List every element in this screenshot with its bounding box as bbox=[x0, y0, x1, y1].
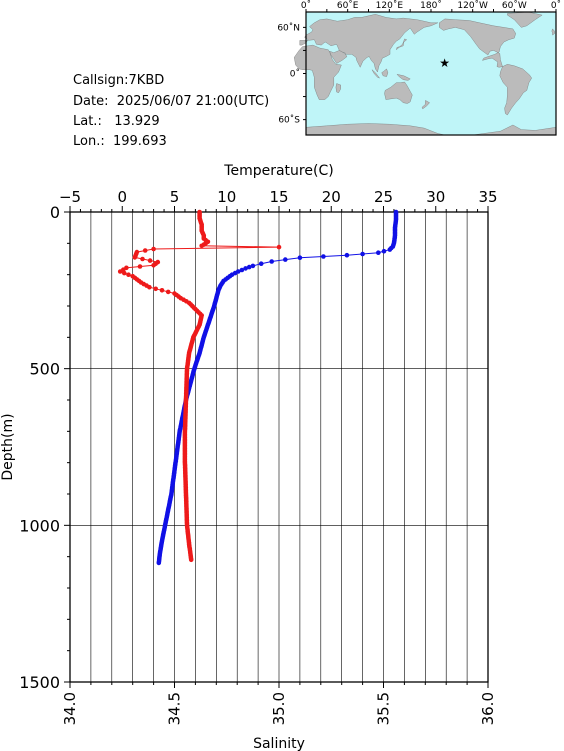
continent-north-america bbox=[439, 18, 516, 68]
temperature-point bbox=[344, 252, 350, 258]
salinity-tick-label: 35.5 bbox=[375, 692, 393, 725]
continent-japan bbox=[395, 38, 408, 51]
map-lat-label: 60˚S bbox=[278, 115, 300, 126]
salinity-point bbox=[132, 255, 138, 260]
temperature-tick-label: 35 bbox=[478, 188, 497, 206]
continent-borneo bbox=[381, 68, 389, 77]
temperature-tick-label: 25 bbox=[374, 188, 393, 206]
salinity-tick-label: 34.0 bbox=[61, 692, 79, 725]
temperature-point bbox=[297, 255, 303, 260]
continent-new-guinea bbox=[396, 73, 411, 81]
plot-area: −5 0 5 10 15 20 25 30 35 34.0 34.5 35.0 35.5 36.0 05… bbox=[0, 163, 498, 751]
salinity-point bbox=[165, 289, 171, 295]
map-lon-label: 120˚W bbox=[457, 0, 488, 11]
salinity-point bbox=[276, 244, 282, 250]
salinity-point bbox=[137, 264, 143, 269]
salinity-tick-label: 35.0 bbox=[270, 692, 288, 725]
continent-greenland bbox=[507, 11, 543, 28]
salinity-point bbox=[117, 269, 123, 274]
map-lon-labels: 0˚ 60˚E 120˚E 180˚ 120˚W 60˚W 0˚ bbox=[301, 0, 561, 11]
continent-arabia bbox=[329, 50, 348, 64]
map-lat-label: 60˚N bbox=[277, 22, 300, 33]
temperature-points bbox=[156, 209, 399, 566]
date-text: Date: 2025/06/07 21:00(UTC) bbox=[73, 94, 270, 109]
callsign-text: Callsign:7KBD bbox=[73, 73, 165, 88]
temperature-point bbox=[376, 250, 381, 255]
temperature-point bbox=[250, 263, 256, 269]
temperature-tick-label: −5 bbox=[59, 188, 81, 206]
depth-axis-label: Depth(m) bbox=[0, 413, 16, 480]
temperature-tick-label: 15 bbox=[269, 188, 288, 206]
depth-tick-label: 500 bbox=[29, 360, 60, 379]
temperature-tick-labels: −5 0 5 10 15 20 25 30 35 bbox=[59, 188, 498, 206]
grid-lines bbox=[70, 212, 488, 682]
temperature-point bbox=[243, 266, 248, 271]
salinity-point bbox=[188, 557, 194, 563]
salinity-point bbox=[142, 248, 148, 253]
salinity-series bbox=[117, 209, 282, 563]
temperature-tick-label: 20 bbox=[322, 188, 341, 206]
salinity-point bbox=[147, 258, 153, 263]
map-lon-label: 180˚ bbox=[420, 0, 442, 11]
temperature-tick-label: 0 bbox=[117, 188, 127, 206]
salinity-point bbox=[153, 286, 158, 292]
salinity-point bbox=[199, 243, 204, 249]
map-lat-labels: 60˚N 0˚ 60˚S bbox=[277, 22, 300, 125]
latitude-text: Lat.: 13.929 bbox=[73, 114, 160, 129]
depth-tick-labels: 0 500 1000 1500 bbox=[19, 203, 60, 692]
map-lon-label: 0˚ bbox=[551, 0, 561, 11]
salinity-point bbox=[122, 270, 127, 276]
salinity-point bbox=[140, 256, 145, 262]
continent-eurasia bbox=[299, 14, 438, 73]
salinity-point bbox=[126, 272, 131, 278]
salinity-point bbox=[147, 284, 152, 290]
salinity-point bbox=[159, 288, 165, 293]
map-ticks bbox=[303, 9, 557, 121]
map-lat-label: 0˚ bbox=[290, 69, 300, 80]
temperature-point bbox=[381, 248, 387, 254]
salinity-point bbox=[151, 246, 156, 252]
temperature-point bbox=[156, 560, 162, 566]
temperature-tick-label: 5 bbox=[170, 188, 180, 206]
continent-australia bbox=[384, 81, 413, 104]
depth-tick-label: 1000 bbox=[19, 516, 60, 535]
temperature-series bbox=[156, 209, 399, 566]
depth-tick-label: 0 bbox=[50, 203, 60, 222]
continent-madagascar bbox=[335, 83, 341, 93]
data-series bbox=[117, 209, 399, 566]
salinity-point bbox=[151, 263, 156, 268]
continent-new-zealand bbox=[421, 100, 430, 110]
map-lon-label: 60˚W bbox=[502, 0, 527, 11]
map-lon-label: 120˚E bbox=[376, 0, 404, 11]
continent-uk bbox=[551, 28, 555, 36]
salinity-tick-label: 34.5 bbox=[166, 692, 184, 725]
temperature-point bbox=[321, 254, 326, 259]
salinity-points bbox=[117, 209, 282, 563]
continent-south-america bbox=[499, 64, 532, 116]
temperature-tick-label: 10 bbox=[217, 188, 236, 206]
temperature-axis-label: Temperature(C) bbox=[223, 163, 333, 179]
world-map: 0˚ 60˚E 120˚E 180˚ 120˚W 60˚W 0˚ 60˚N0˚60˚S ★ bbox=[277, 0, 561, 136]
depth-tick-label: 1500 bbox=[19, 673, 60, 692]
station-star-icon: ★ bbox=[439, 56, 450, 70]
continent-sumatra bbox=[371, 69, 381, 79]
temperature-point bbox=[387, 247, 393, 252]
salinity-tick-labels: 34.0 34.5 35.0 35.5 36.0 bbox=[61, 692, 497, 725]
temperature-point bbox=[258, 261, 264, 267]
map-lon-label: 60˚E bbox=[337, 0, 359, 11]
temperature-point bbox=[269, 259, 275, 264]
salinity-axis-label: Salinity bbox=[253, 736, 305, 751]
temperature-point bbox=[283, 257, 288, 262]
axis-ticks bbox=[64, 206, 489, 688]
temperature-tick-label: 30 bbox=[426, 188, 445, 206]
temperature-point bbox=[360, 251, 365, 257]
temperature-point bbox=[246, 264, 252, 270]
salinity-tick-label: 36.0 bbox=[479, 692, 497, 725]
map-lon-label: 0˚ bbox=[301, 0, 311, 11]
longitude-text: Lon.: 199.693 bbox=[73, 134, 167, 149]
temperature-point bbox=[239, 267, 245, 273]
